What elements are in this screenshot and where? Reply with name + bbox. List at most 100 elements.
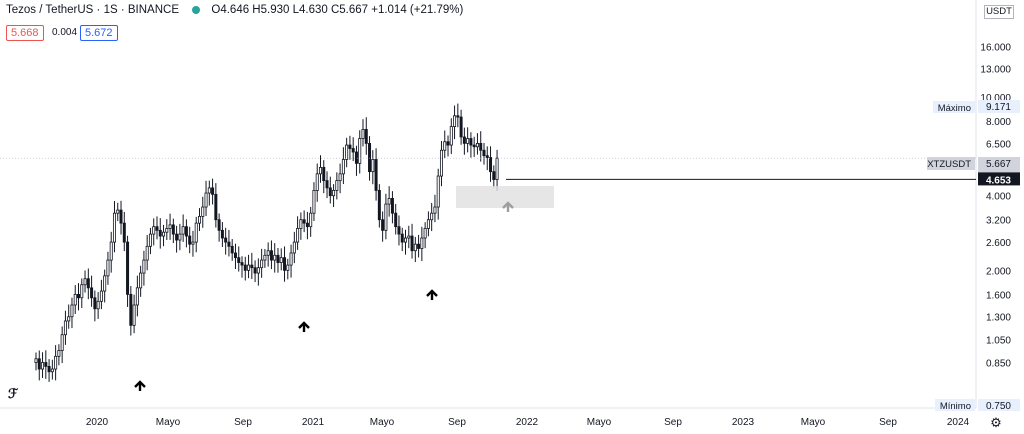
candle-body	[289, 252, 293, 266]
candle-body	[312, 190, 316, 214]
candle-body	[243, 264, 247, 271]
candle-body	[142, 259, 146, 274]
candle-body	[37, 358, 41, 370]
candle	[263, 249, 267, 268]
candle	[132, 294, 136, 334]
y-tick-label: 0.850	[986, 359, 1011, 370]
candle-body	[230, 245, 234, 254]
candle	[145, 235, 149, 271]
candle-body	[489, 157, 493, 173]
candle	[67, 304, 71, 329]
candle	[354, 145, 358, 176]
y-tick-label: 8.000	[986, 117, 1011, 128]
candle-body	[83, 278, 87, 286]
candle-body	[400, 233, 404, 243]
candle	[184, 219, 188, 248]
candle	[404, 229, 408, 255]
min-label-bg	[935, 399, 975, 411]
candle	[397, 215, 401, 246]
up-arrow-icon	[298, 321, 310, 332]
candle	[482, 142, 486, 165]
candle-body	[335, 180, 339, 191]
candle	[299, 212, 303, 240]
min-value-label: 0.750	[986, 401, 1011, 412]
candle-body	[377, 190, 381, 221]
candle	[50, 359, 54, 380]
settings-gear-icon[interactable]: ⚙	[990, 415, 1002, 430]
candle	[220, 222, 224, 248]
candle	[168, 213, 172, 240]
candle	[283, 246, 287, 282]
candle-body	[341, 159, 345, 175]
candle-body	[63, 320, 67, 336]
candle-body	[269, 250, 273, 261]
candle	[302, 210, 306, 233]
up-arrow-icon	[134, 380, 146, 391]
currency-button[interactable]: USDT	[984, 5, 1014, 19]
y-tick-label: 1.300	[986, 313, 1011, 324]
candle	[322, 160, 326, 194]
x-tick-label: Mayo	[587, 417, 612, 428]
candle	[309, 206, 313, 237]
candle	[384, 193, 388, 240]
candle-body	[70, 304, 74, 318]
candle	[377, 184, 381, 228]
candle-body	[54, 355, 58, 370]
candle	[312, 182, 316, 222]
x-tick-label: Sep	[234, 417, 252, 428]
candle-body	[387, 198, 391, 205]
candle	[325, 171, 329, 199]
candle	[338, 163, 342, 194]
candle	[466, 127, 470, 153]
candle	[381, 211, 385, 242]
candle-body	[456, 115, 460, 118]
candle	[224, 227, 228, 255]
y-tick-label: 10.000	[980, 93, 1011, 104]
candle-body	[34, 358, 38, 363]
candle	[489, 146, 493, 182]
candle-body	[80, 284, 84, 299]
max-label-bg	[933, 101, 975, 113]
candle	[443, 130, 447, 159]
candle	[430, 202, 434, 232]
x-tick-label: Sep	[664, 417, 682, 428]
candle-body	[423, 228, 427, 239]
y-tick-label: 1.600	[986, 290, 1011, 301]
sell-price-button[interactable]: 5.668	[6, 25, 44, 41]
candle-body	[495, 157, 499, 180]
candle	[178, 223, 182, 251]
max-value-label: 9.171	[978, 100, 1020, 113]
candle-body	[482, 149, 486, 157]
candle	[390, 191, 394, 224]
candle-body	[436, 175, 440, 208]
candle-body	[162, 231, 166, 237]
candle	[77, 283, 81, 311]
candle	[462, 127, 466, 155]
candle	[387, 186, 391, 217]
candle-body	[479, 142, 483, 151]
tradingview-logo-icon: ℱ	[8, 386, 19, 401]
candle-body	[106, 259, 110, 277]
candle	[217, 213, 221, 242]
candle-body	[374, 159, 378, 191]
candle-body	[184, 226, 188, 237]
symbol-title[interactable]: Tezos / TetherUS · 1S · BINANCE	[6, 4, 179, 16]
candle-body	[233, 252, 237, 259]
x-tick-label: 2020	[86, 417, 109, 428]
candle	[165, 219, 169, 241]
candle	[276, 248, 280, 273]
crosshair-price-bg	[978, 172, 1020, 186]
y-tick-label: 1.050	[986, 336, 1011, 347]
buy-price-button[interactable]: 5.672	[80, 25, 118, 41]
candle-body	[155, 226, 159, 231]
candle	[345, 137, 349, 168]
candle-body	[217, 219, 221, 231]
candle-body	[204, 192, 208, 208]
candle	[181, 214, 185, 242]
candle	[469, 132, 473, 158]
candle-body	[443, 141, 447, 151]
candle-body	[305, 222, 309, 228]
candle	[426, 211, 430, 237]
y-tick-label: 2.600	[986, 238, 1011, 249]
